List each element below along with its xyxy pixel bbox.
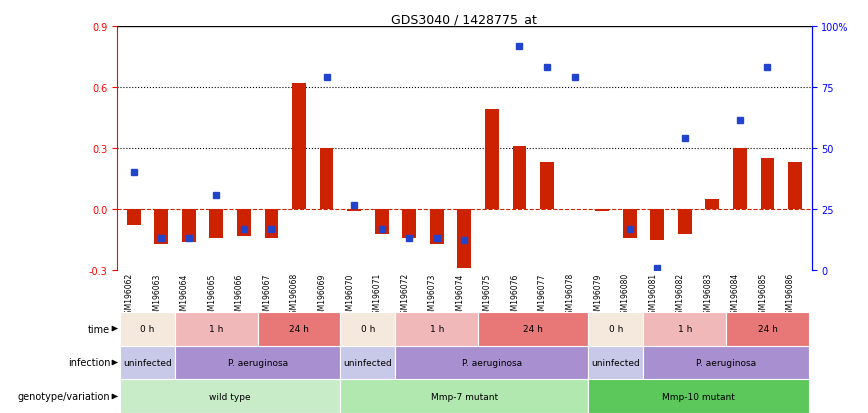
Bar (733, 149, 746, 210)
Bar (396, 312, 478, 346)
Text: P. aeruginosa: P. aeruginosa (227, 358, 288, 367)
Text: GSM196071: GSM196071 (372, 273, 382, 319)
Bar (175, 346, 340, 380)
Bar (540, 163, 554, 210)
Bar (678, 210, 692, 234)
Bar (589, 380, 809, 413)
Bar (265, 210, 279, 238)
Text: uninfected: uninfected (592, 358, 641, 367)
Text: wild type: wild type (209, 392, 251, 401)
Text: GSM196070: GSM196070 (345, 273, 354, 319)
Bar (340, 312, 396, 346)
Bar (175, 312, 258, 346)
Text: infection: infection (68, 358, 110, 368)
Text: time: time (89, 324, 110, 334)
Text: GSM196067: GSM196067 (262, 273, 272, 319)
Bar (623, 210, 636, 238)
Text: 1 h: 1 h (430, 324, 444, 333)
Text: GSM196077: GSM196077 (538, 273, 547, 319)
Text: GSM196063: GSM196063 (152, 273, 161, 319)
Bar (788, 163, 802, 210)
Text: 24 h: 24 h (758, 324, 778, 333)
Text: GSM196080: GSM196080 (621, 273, 629, 319)
Text: P. aeruginosa: P. aeruginosa (696, 358, 756, 367)
Text: uninfected: uninfected (123, 358, 172, 367)
Text: GSM196078: GSM196078 (566, 273, 575, 319)
Text: uninfected: uninfected (344, 358, 392, 367)
Bar (120, 312, 175, 346)
Text: genotype/variation: genotype/variation (17, 392, 110, 401)
Text: GSM196068: GSM196068 (290, 273, 299, 319)
Text: GSM196079: GSM196079 (593, 273, 602, 319)
Bar (706, 199, 720, 210)
Text: 0 h: 0 h (361, 324, 375, 333)
Text: 24 h: 24 h (289, 324, 309, 333)
Bar (595, 210, 609, 211)
Bar (182, 210, 195, 242)
Bar (513, 147, 526, 210)
Bar (589, 312, 643, 346)
Bar (760, 159, 774, 210)
Bar (319, 149, 333, 210)
Bar (340, 380, 589, 413)
Bar (209, 210, 223, 238)
Bar (643, 312, 727, 346)
Text: GSM196076: GSM196076 (510, 273, 519, 319)
Bar (127, 210, 141, 226)
Text: 0 h: 0 h (141, 324, 155, 333)
Text: GSM196069: GSM196069 (318, 273, 326, 319)
Text: GSM196074: GSM196074 (456, 273, 464, 319)
Text: 24 h: 24 h (523, 324, 543, 333)
Text: GSM196081: GSM196081 (648, 273, 657, 318)
Bar (340, 346, 396, 380)
Text: P. aeruginosa: P. aeruginosa (462, 358, 522, 367)
Bar (485, 110, 499, 210)
Bar (293, 84, 306, 210)
Bar (727, 312, 809, 346)
Bar (403, 210, 416, 238)
Text: GSM196072: GSM196072 (400, 273, 410, 319)
Text: GSM196064: GSM196064 (180, 273, 189, 319)
Text: 0 h: 0 h (608, 324, 623, 333)
Bar (457, 210, 471, 268)
Bar (120, 380, 340, 413)
Text: GSM196066: GSM196066 (235, 273, 244, 319)
Text: GSM196082: GSM196082 (676, 273, 685, 318)
Text: GSM196062: GSM196062 (125, 273, 134, 319)
Title: GDS3040 / 1428775_at: GDS3040 / 1428775_at (391, 13, 537, 26)
Bar (430, 210, 444, 244)
Bar (347, 210, 361, 211)
Text: 1 h: 1 h (209, 324, 224, 333)
Text: GSM196075: GSM196075 (483, 273, 492, 319)
Bar (155, 210, 168, 244)
Bar (589, 346, 643, 380)
Bar (375, 210, 389, 234)
Bar (396, 346, 589, 380)
Text: Mmp-10 mutant: Mmp-10 mutant (662, 392, 735, 401)
Bar (237, 210, 251, 236)
Text: 1 h: 1 h (678, 324, 692, 333)
Bar (650, 210, 664, 240)
Text: GSM196073: GSM196073 (428, 273, 437, 319)
Text: Mmp-7 mutant: Mmp-7 mutant (431, 392, 498, 401)
Text: GSM196085: GSM196085 (759, 273, 767, 319)
Text: GSM196086: GSM196086 (786, 273, 795, 319)
Bar (643, 346, 809, 380)
Text: GSM196083: GSM196083 (703, 273, 713, 319)
Bar (120, 346, 175, 380)
Bar (258, 312, 340, 346)
Text: GSM196065: GSM196065 (207, 273, 216, 319)
Bar (478, 312, 589, 346)
Text: GSM196084: GSM196084 (731, 273, 740, 319)
